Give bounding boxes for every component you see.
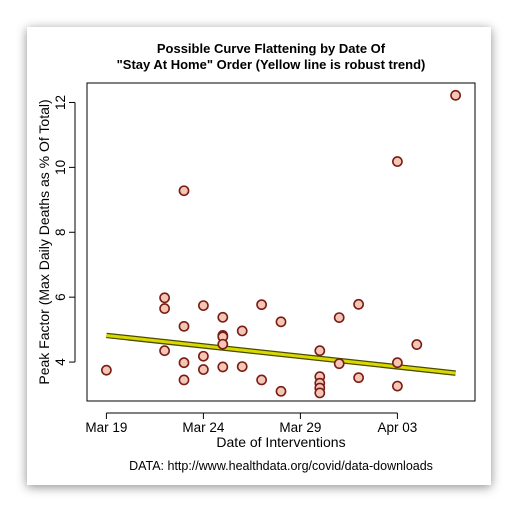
data-point <box>450 89 461 101</box>
data-point <box>411 339 423 350</box>
data-point <box>197 364 209 375</box>
y-tick-label: 10 <box>53 160 68 175</box>
data-point <box>217 338 229 350</box>
data-point <box>217 311 229 323</box>
data-point <box>391 156 403 167</box>
y-tick-label: 4 <box>53 358 68 366</box>
data-point <box>159 303 170 314</box>
data-point <box>256 299 267 311</box>
data-point <box>236 325 248 337</box>
y-tick-label: 6 <box>53 293 68 301</box>
y-axis-label: Peak Factor (Max Daily Deaths as % Of To… <box>36 99 52 384</box>
points-layer <box>101 89 461 399</box>
chart-panel: Possible Curve Flattening by Date Of "St… <box>27 27 491 485</box>
x-tick-label: Mar 29 <box>279 420 321 435</box>
data-point <box>391 380 403 392</box>
data-point <box>236 361 248 373</box>
data-point <box>217 361 229 373</box>
trend-layer <box>106 332 456 376</box>
data-point <box>159 345 170 357</box>
chart-title-line-2: "Stay At Home" Order (Yellow line is rob… <box>117 57 426 72</box>
data-point <box>353 372 364 384</box>
data-point <box>159 292 170 304</box>
y-tick-label: 8 <box>53 229 68 237</box>
plot-area <box>86 82 476 402</box>
x-tick-label: Apr 03 <box>378 420 418 435</box>
data-point <box>314 345 326 357</box>
data-point <box>178 185 190 197</box>
x-axis: Mar 19 Mar 24 Mar 29 Apr 03 <box>85 412 418 435</box>
data-point <box>197 300 209 311</box>
data-point <box>197 350 209 362</box>
data-point <box>333 312 345 324</box>
y-axis: 4 6 8 10 12 <box>53 95 76 366</box>
data-point <box>178 374 190 386</box>
data-point <box>101 364 112 376</box>
chart-title-line-1: Possible Curve Flattening by Date Of <box>157 41 386 56</box>
data-point <box>333 358 345 370</box>
data-point <box>353 298 364 310</box>
data-point <box>178 320 190 332</box>
x-axis-label: Date of Interventions <box>216 434 345 450</box>
data-source-note: DATA: http://www.healthdata.org/covid/da… <box>129 459 433 473</box>
y-tick-label: 12 <box>53 95 68 110</box>
x-tick-label: Mar 19 <box>85 420 127 435</box>
data-point <box>314 387 326 399</box>
trend-line <box>106 333 456 375</box>
data-point <box>391 357 403 369</box>
data-point <box>275 385 287 397</box>
data-point <box>256 374 267 386</box>
data-point <box>178 357 190 369</box>
scatter-chart: Possible Curve Flattening by Date Of "St… <box>36 41 476 473</box>
x-tick-label: Mar 24 <box>182 420 225 435</box>
data-point <box>275 316 287 328</box>
